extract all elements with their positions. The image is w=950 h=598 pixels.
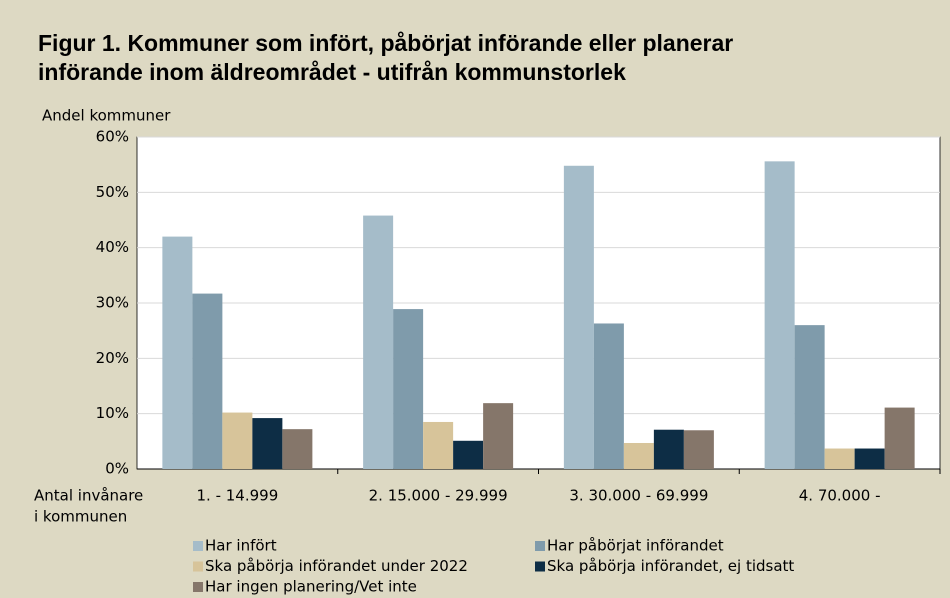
x-axis-label: Antal invånare (34, 487, 143, 505)
bar (563, 165, 594, 470)
legend-label: Ska påbörja införandet under 2022 (205, 557, 468, 575)
y-tick-label: 10% (96, 404, 129, 422)
y-tick-label: 20% (96, 349, 129, 367)
legend-swatch (193, 541, 203, 551)
bar (824, 448, 855, 469)
y-tick-label: 60% (96, 128, 129, 146)
y-tick-label: 30% (96, 294, 129, 312)
x-tick-label: 1. - 14.999 (197, 487, 279, 505)
chart-title: införande inom äldreområdet - utifrån ko… (38, 59, 626, 85)
bar (884, 407, 915, 469)
bar (854, 448, 885, 469)
y-tick-label: 40% (96, 238, 129, 256)
bar (653, 429, 684, 469)
legend-label: Har ingen planering/Vet inte (205, 578, 417, 596)
legend-swatch (193, 582, 203, 592)
x-tick-label: 2. 15.000 - 29.999 (369, 487, 508, 505)
legend-swatch (535, 541, 545, 551)
bar (363, 215, 394, 469)
y-tick-label: 50% (96, 183, 129, 201)
bar (222, 412, 253, 469)
bar (593, 323, 624, 469)
legend-label: Har infört (205, 537, 277, 555)
bar (192, 293, 223, 469)
bar (764, 161, 795, 469)
y-tick-label: 0% (105, 460, 129, 478)
x-tick-label: 3. 30.000 - 69.999 (569, 487, 708, 505)
bar (282, 429, 313, 469)
bar (623, 442, 654, 469)
x-tick-label: 4. 70.000 - (799, 487, 881, 505)
chart-title: Figur 1. Kommuner som infört, påbörjat i… (38, 30, 733, 56)
legend-swatch (193, 561, 203, 572)
legend-label: Har påbörjat införandet (547, 537, 724, 555)
bar (162, 236, 193, 469)
x-axis-label: i kommunen (34, 508, 127, 526)
bar (483, 403, 514, 469)
legend-label: Ska påbörja införandet, ej tidsatt (547, 557, 794, 575)
bar (794, 325, 825, 469)
legend-swatch (535, 561, 545, 572)
bar (423, 421, 454, 469)
y-axis-label: Andel kommuner (42, 107, 171, 125)
bar (453, 440, 484, 469)
bar (683, 430, 714, 469)
bar (393, 309, 424, 469)
bar (252, 418, 283, 469)
